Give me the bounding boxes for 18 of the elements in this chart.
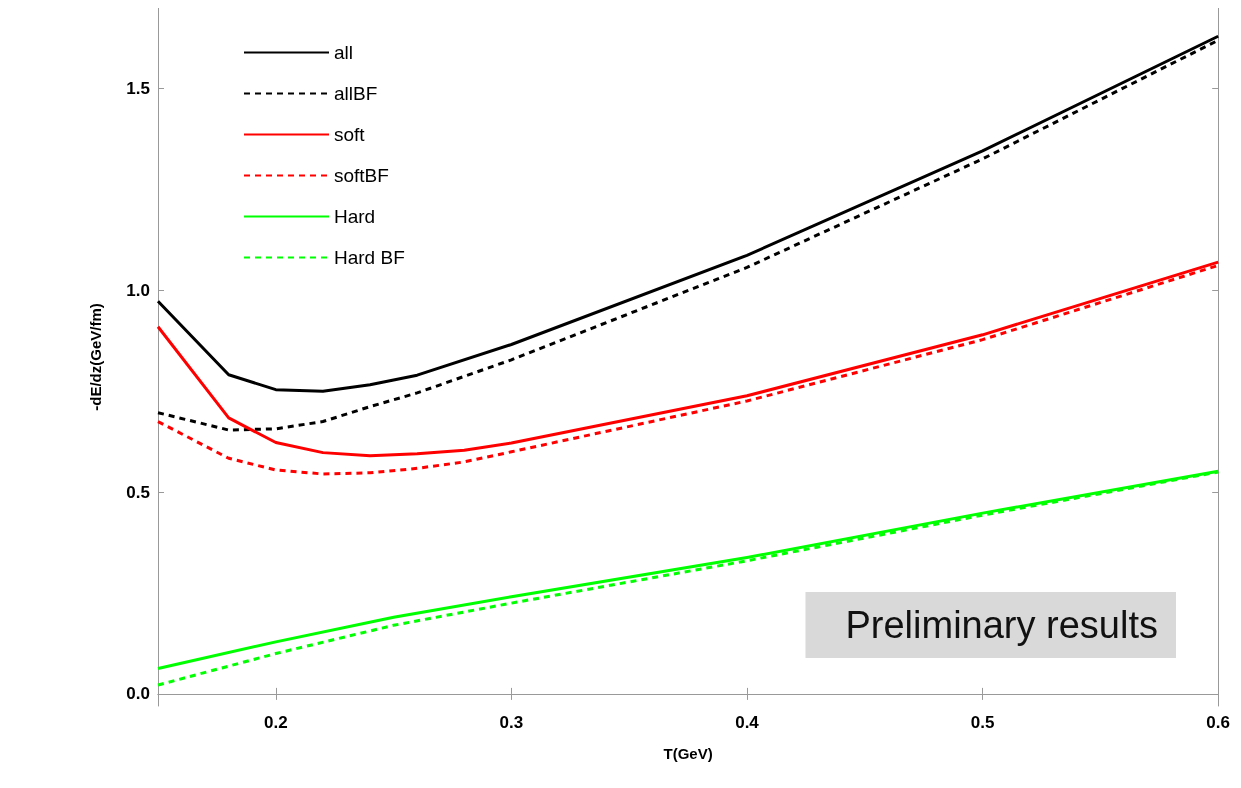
y-tick-label: 0.0 <box>126 684 150 704</box>
y-tick-label: 1.0 <box>126 280 150 300</box>
legend-label: Hard BF <box>334 247 405 268</box>
x-axis-title: T(GeV) <box>663 745 713 762</box>
legend-label: Hard <box>334 206 376 227</box>
legend-label: soft <box>334 124 366 145</box>
y-tick-label: 0.5 <box>126 482 150 502</box>
y-tick-label: 1.5 <box>126 79 150 99</box>
y-axis-title: -dE/dz(GeV/fm) <box>87 303 104 411</box>
legend-label: allBF <box>334 83 378 104</box>
x-tick-label: 0.3 <box>499 713 524 732</box>
x-tick-label: 0.4 <box>735 713 760 732</box>
legend-label: all <box>334 42 354 63</box>
legend-label: softBF <box>334 165 389 186</box>
annotation: Preliminary results <box>845 604 1159 646</box>
x-tick-label: 0.5 <box>970 713 995 732</box>
x-tick-label: 0.6 <box>1206 713 1230 732</box>
x-tick-label: 0.2 <box>263 713 288 732</box>
